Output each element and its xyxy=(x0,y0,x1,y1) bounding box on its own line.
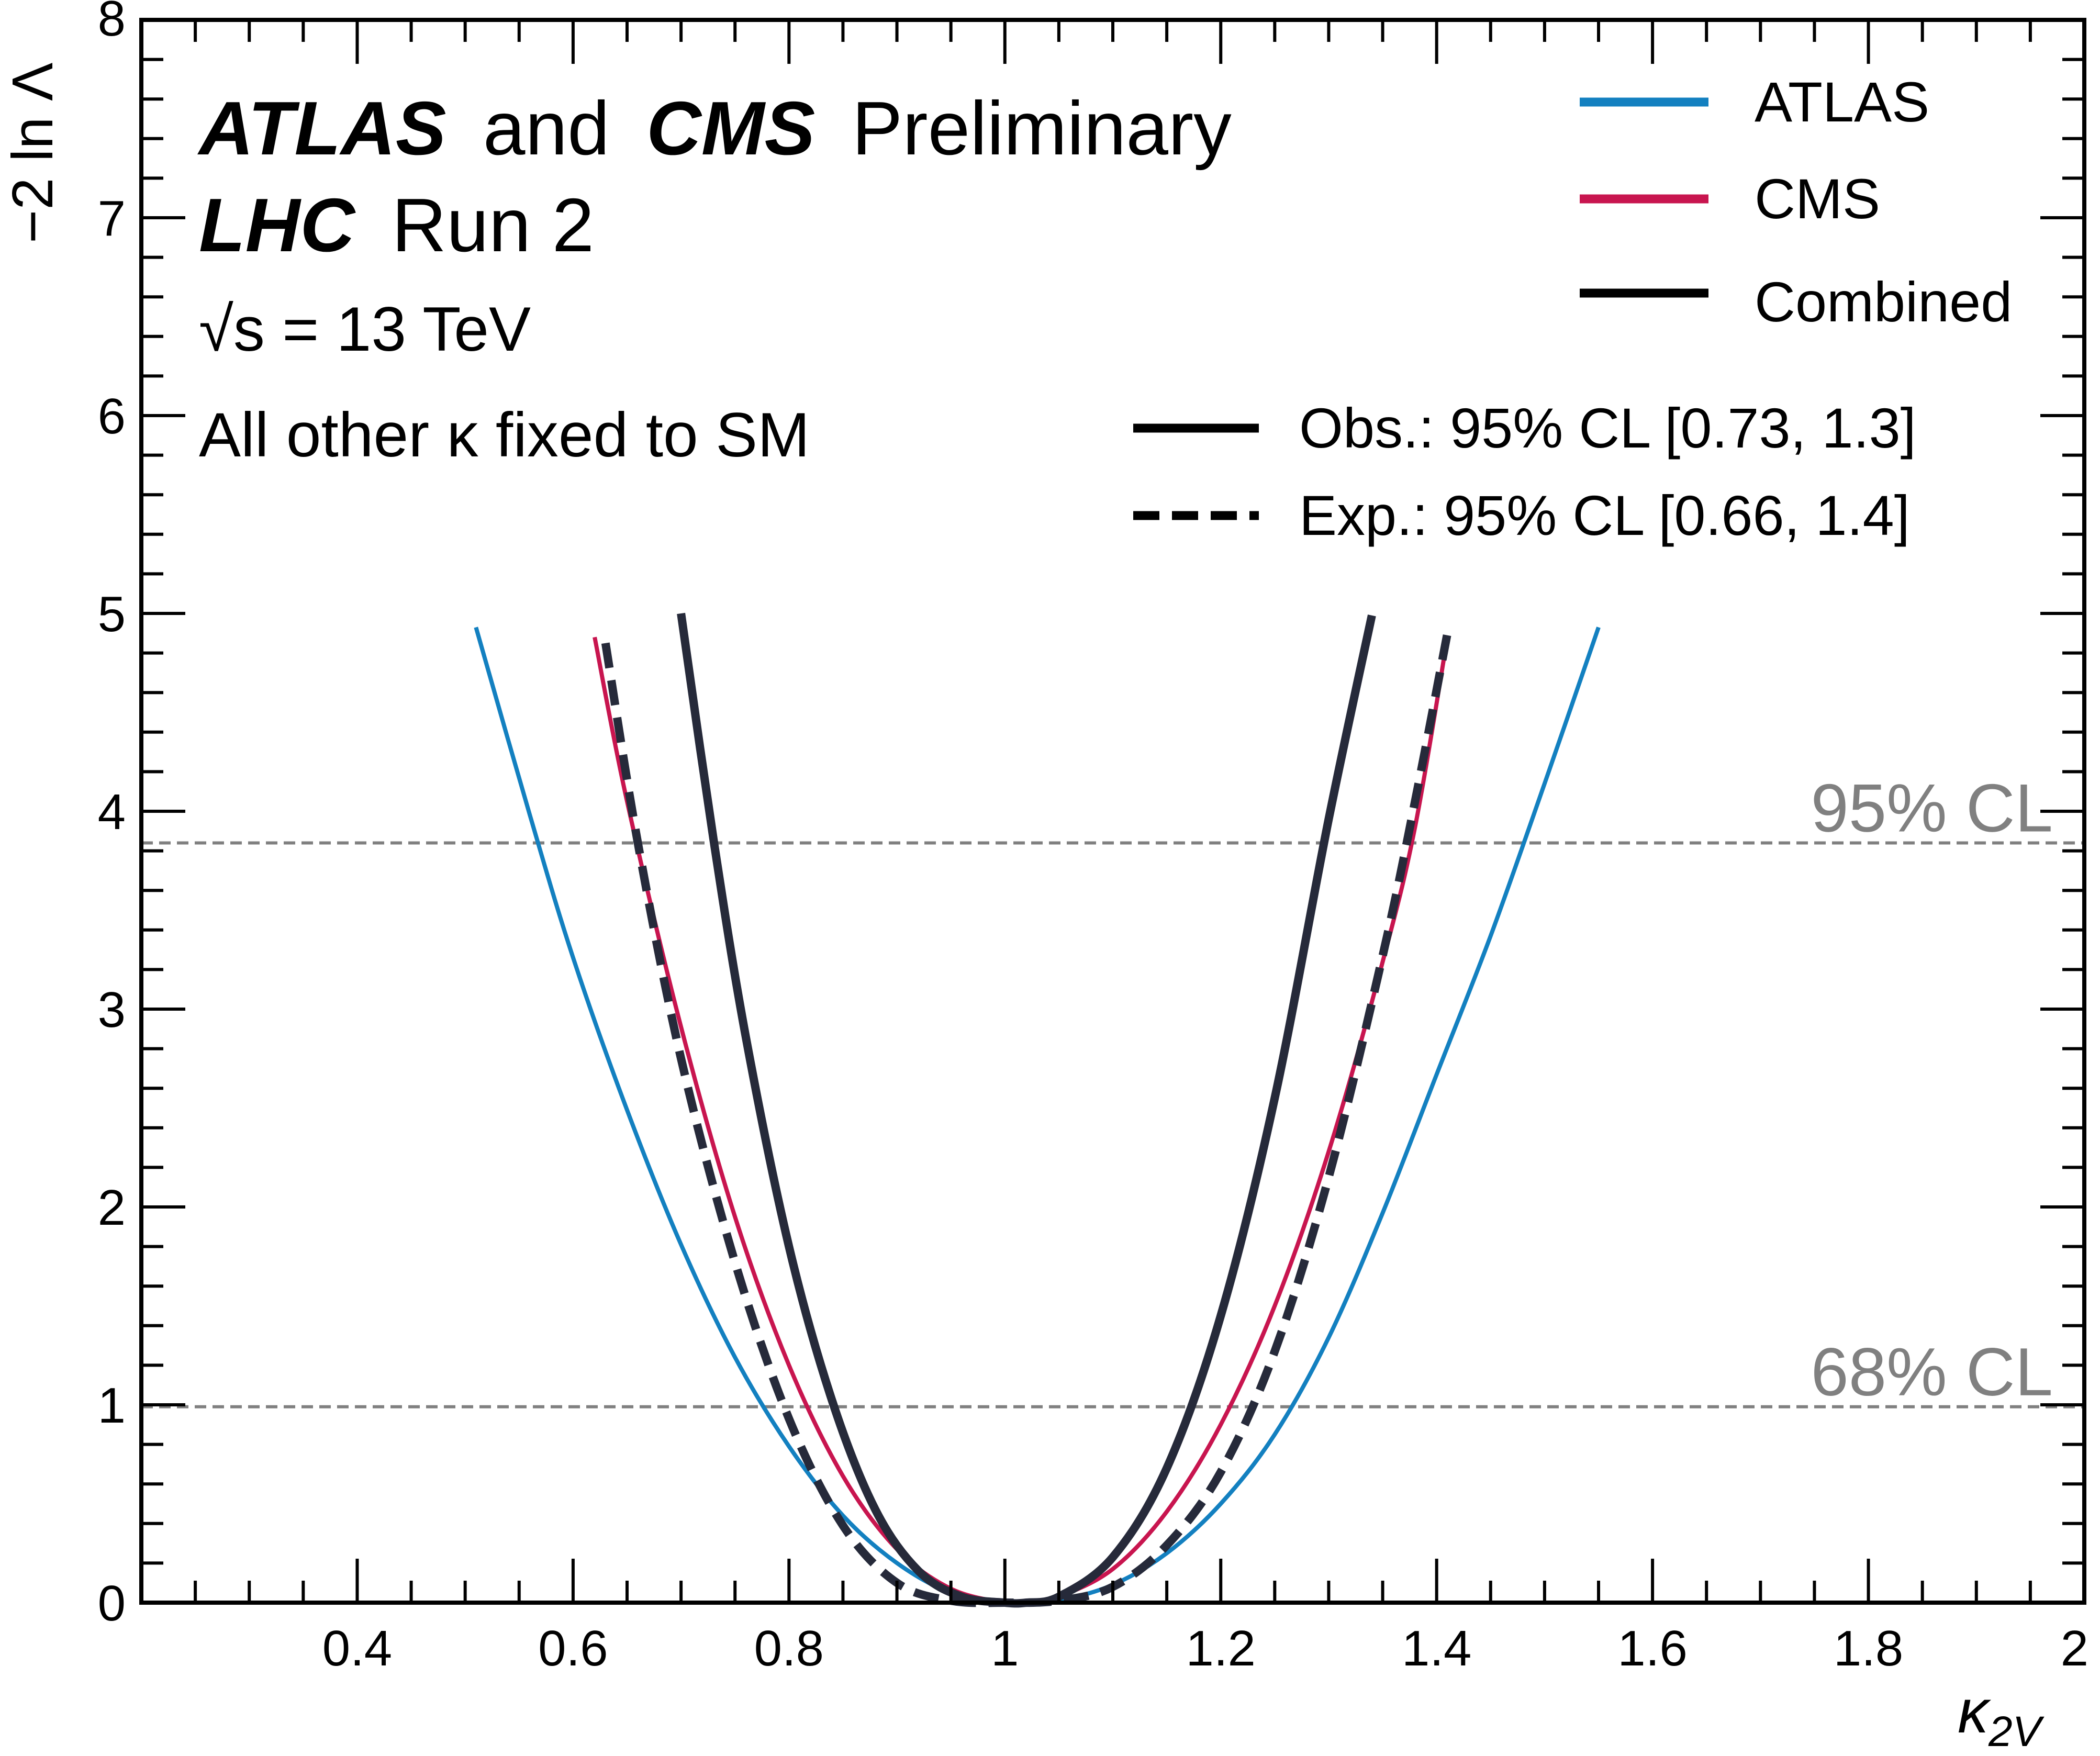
legend-entry-cms: CMS xyxy=(1580,167,1880,230)
energy-label: √s = 13 TeV xyxy=(199,294,531,364)
legend-label-combined: Combined xyxy=(1755,270,2012,333)
lhc-label: LHC xyxy=(199,183,356,267)
y-tick-label: 7 xyxy=(98,191,126,247)
axis-ticks xyxy=(140,18,2086,1604)
cms-label: CMS xyxy=(646,86,815,171)
x-tick-label: 2 xyxy=(2061,1620,2088,1676)
tick-labels: 0.4 0.6 0.8 1 1.2 1.4 1.6 1.8 2 0 1 2 3 4 5 6 7 8 xyxy=(98,0,2088,1676)
legend-label-cms: CMS xyxy=(1755,167,1880,230)
preliminary-label: Preliminary xyxy=(852,86,1232,171)
y-axis-title: −2 ln Λ xyxy=(1,62,65,243)
x-axis-title-sub: 2V xyxy=(1988,1708,2045,1755)
atlas-label: ATLAS xyxy=(197,86,446,171)
legend-label-observed: Obs.: 95% CL [0.73, 1.3] xyxy=(1299,396,1916,460)
ref-label-68-cl: 68% CL xyxy=(1811,1334,2053,1410)
legend-entry-combined: Combined xyxy=(1580,270,2012,333)
y-tick-label: 5 xyxy=(98,586,126,642)
legend-entry-observed: Obs.: 95% CL [0.73, 1.3] xyxy=(1133,396,1916,460)
reference-lines: 95% CL 68% CL xyxy=(141,769,2084,1410)
x-tick-label: 1.8 xyxy=(1834,1620,1903,1676)
x-tick-label: 1 xyxy=(991,1620,1019,1676)
legend-entry-expected: Exp.: 95% CL [0.66, 1.4] xyxy=(1133,484,1910,547)
x-tick-label: 0.4 xyxy=(322,1620,392,1676)
x-tick-label: 0.8 xyxy=(754,1620,824,1676)
y-tick-label: 6 xyxy=(98,388,126,444)
y-tick-label: 2 xyxy=(98,1180,126,1236)
y-tick-label: 8 xyxy=(98,0,126,47)
annotation-line2: LHC Run 2 xyxy=(199,183,594,267)
annotation-line1: ATLAS and CMS Preliminary xyxy=(197,86,1232,171)
annotation-block: ATLAS and CMS Preliminary LHC Run 2 √s =… xyxy=(197,86,1232,470)
legend: ATLAS CMS Combined Obs.: 95% CL [0.73, 1… xyxy=(1133,70,2012,547)
x-tick-label: 1.2 xyxy=(1186,1620,1255,1676)
x-tick-label: 0.6 xyxy=(538,1620,608,1676)
x-axis-title-main: κ xyxy=(1958,1677,1991,1746)
x-tick-label: 1.4 xyxy=(1402,1620,1471,1676)
x-axis-title: κ2V xyxy=(1958,1677,2045,1755)
y-tick-label: 3 xyxy=(98,982,126,1038)
and-label: and xyxy=(483,86,610,171)
legend-label-expected: Exp.: 95% CL [0.66, 1.4] xyxy=(1299,484,1910,547)
y-tick-label: 4 xyxy=(98,784,126,840)
run-label: Run 2 xyxy=(392,183,594,267)
ref-label-95-cl: 95% CL xyxy=(1811,769,2053,846)
legend-entry-atlas: ATLAS xyxy=(1580,70,1929,133)
x-tick-label: 1.6 xyxy=(1617,1620,1687,1676)
y-tick-label: 0 xyxy=(98,1575,126,1631)
legend-label-atlas: ATLAS xyxy=(1755,70,1929,133)
kappa-note: All other κ fixed to SM xyxy=(199,400,810,470)
y-tick-label: 1 xyxy=(98,1378,126,1434)
plot-frame xyxy=(139,18,2086,1605)
